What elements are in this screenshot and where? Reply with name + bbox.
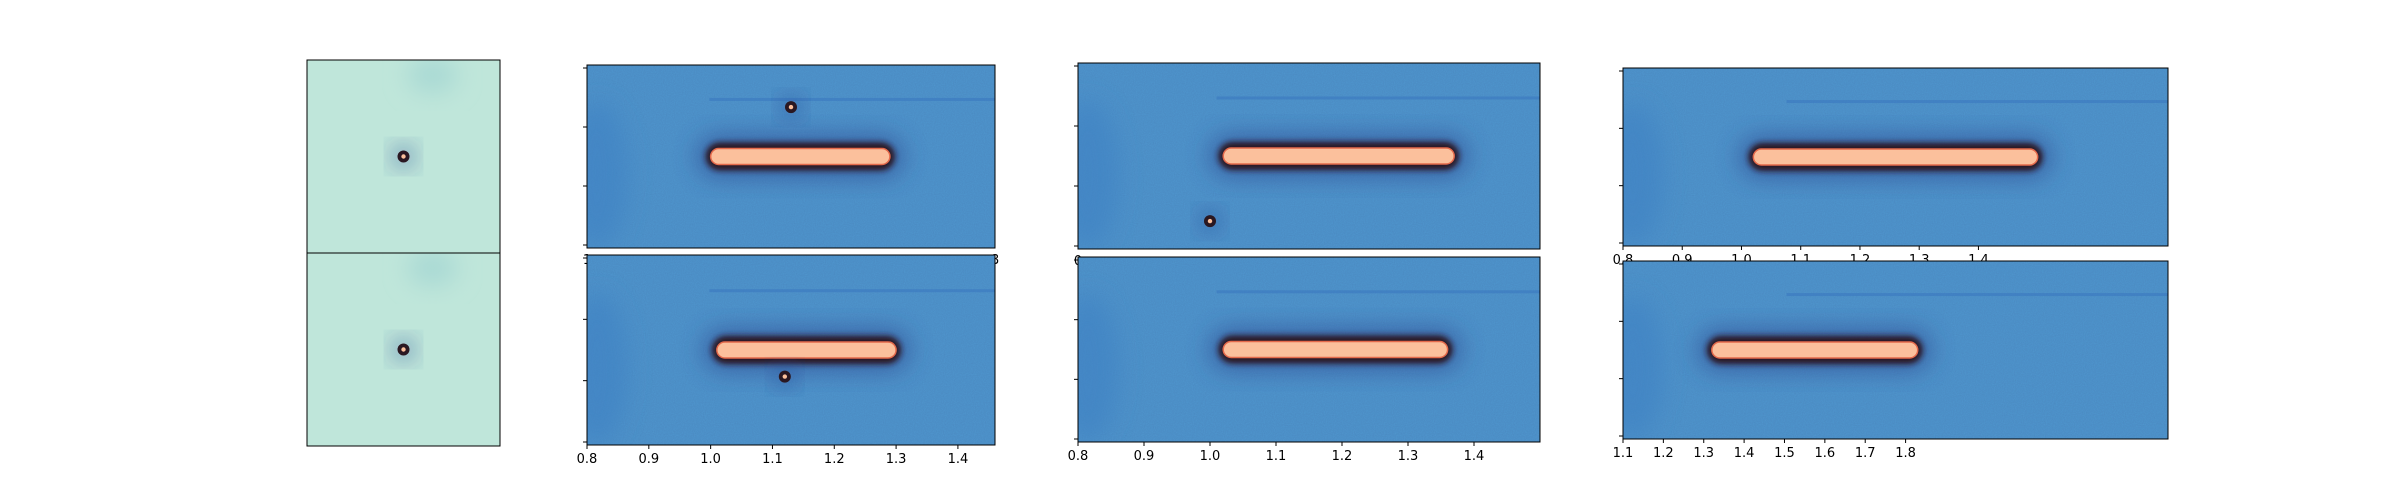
x-tick-label: 1.1 xyxy=(1613,446,1634,461)
panel-row1-col1 xyxy=(306,59,501,254)
elongated-source xyxy=(1222,340,1449,359)
panel-row1-col2: 18 xyxy=(583,64,999,268)
haze xyxy=(587,101,627,248)
heatmap-image xyxy=(307,60,500,253)
x-tick-label: 1.1 xyxy=(1266,449,1287,464)
x-tick-label: 1.2 xyxy=(824,452,845,467)
x-tick-label: 1.2 xyxy=(1332,449,1353,464)
stripe-artifact xyxy=(1786,100,2168,104)
x-tick-label: 1.3 xyxy=(886,452,907,467)
panel-row2-col4: 1.1 1.2 1.3 1.4 1.5 1.6 1.7 1.8 xyxy=(1613,260,2169,461)
elongated-source xyxy=(1752,148,2039,166)
stripe-artifact xyxy=(1216,96,1540,100)
point-source xyxy=(782,374,788,379)
stripe-artifact xyxy=(1786,293,2168,297)
elongated-source xyxy=(709,147,891,166)
haze xyxy=(407,253,458,286)
elongated-source xyxy=(1222,147,1455,165)
stripe-artifact xyxy=(709,289,995,293)
x-tick-label: 1.5 xyxy=(1774,446,1795,461)
axes-frame xyxy=(1077,256,1541,443)
axes-frame xyxy=(1077,62,1541,250)
x-tick-label: 1.3 xyxy=(1398,449,1419,464)
x-tick-label: 1.0 xyxy=(1200,449,1221,464)
x-tick-label: 1.4 xyxy=(948,452,969,467)
axes-frame xyxy=(1622,260,2169,440)
heatmap-image xyxy=(1078,63,1540,249)
panel-row1-col3: 0 xyxy=(1074,62,1541,269)
panel-row2-col3: 0.8 0.9 1.0 1.1 1.2 1.3 1.4 xyxy=(1068,256,1541,464)
x-tick-label: 1.1 xyxy=(762,452,783,467)
point-source xyxy=(788,104,794,110)
axes-frame xyxy=(306,252,501,447)
haze xyxy=(1623,296,1663,439)
x-tick-label: 0.8 xyxy=(577,452,598,467)
point-source xyxy=(1207,218,1213,224)
axes-frame xyxy=(1622,67,2169,247)
x-tick-label: 0.9 xyxy=(638,452,659,467)
x-tick-label: 1.7 xyxy=(1855,446,1876,461)
axes-frame xyxy=(586,64,996,249)
haze xyxy=(1078,100,1118,249)
point-source xyxy=(401,347,406,352)
x-tick-label: 1.6 xyxy=(1815,446,1836,461)
stripe-artifact xyxy=(1216,290,1540,294)
x-tick-label: 1.8 xyxy=(1895,446,1916,461)
haze xyxy=(587,293,627,445)
x-tick-label: 1.4 xyxy=(1464,449,1485,464)
elongated-source xyxy=(716,341,897,359)
heatmap-image xyxy=(587,65,995,248)
x-tick-label: 1.4 xyxy=(1734,446,1755,461)
axes-frame xyxy=(586,254,996,446)
haze xyxy=(407,60,458,93)
heatmap-image xyxy=(307,253,500,446)
stripe-artifact xyxy=(709,97,995,101)
x-tick-label: 0.9 xyxy=(1134,449,1155,464)
panel-row2-col2: 0.8 0.9 1.0 1.1 1.2 1.3 1.4 xyxy=(577,254,996,467)
panel-row2-col1 xyxy=(306,252,501,447)
x-tick-label: 1.3 xyxy=(1693,446,1714,461)
haze xyxy=(1623,103,1663,246)
heatmap-image xyxy=(1623,261,2168,439)
x-tick-label: 1.0 xyxy=(700,452,721,467)
heatmap-image xyxy=(1623,68,2168,246)
panel-row1-col4: 0.8 0.9 1.0 1.1 1.2 1.3 1.4 xyxy=(1613,67,2169,268)
x-tick-label: 0.8 xyxy=(1068,449,1089,464)
elongated-source xyxy=(1711,341,1919,359)
point-source xyxy=(401,154,406,159)
x-tick-label: 1.2 xyxy=(1653,446,1674,461)
heatmap-image xyxy=(1078,257,1540,442)
heatmap-image xyxy=(587,255,995,445)
haze xyxy=(1078,294,1118,442)
